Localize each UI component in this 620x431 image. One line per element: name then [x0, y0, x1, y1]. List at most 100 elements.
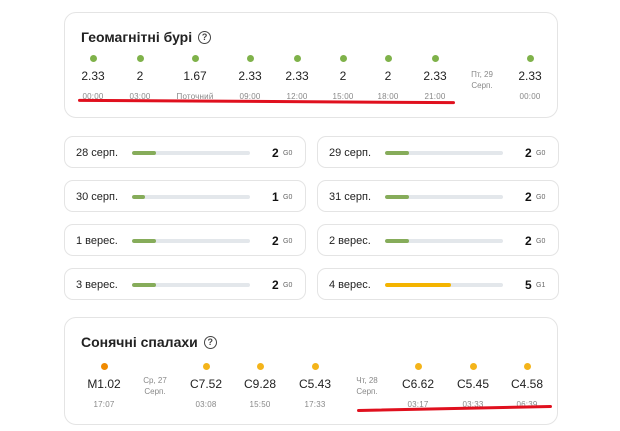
storm-value: 2.33 [423, 69, 447, 83]
storm-time: 09:00 [239, 92, 261, 101]
forecast-date: 31 серп. [329, 191, 372, 203]
storm-dot [431, 55, 439, 62]
forecast-day-card[interactable]: 30 серп. 1 G0 [64, 180, 306, 212]
question-circle-icon[interactable]: ? [198, 30, 212, 44]
storm-dot [526, 55, 534, 62]
storm-time: 12:00 [286, 92, 308, 101]
forecast-day-card[interactable]: 1 верес. 2 G0 [64, 224, 306, 256]
flare-point[interactable]: C4.58 06:39 [497, 363, 557, 409]
flare-value: M1.02 [87, 377, 121, 391]
kp-level-bar [132, 239, 250, 243]
storm-dot [89, 55, 97, 62]
forecast-day-card[interactable]: 3 верес. 2 G0 [64, 268, 306, 300]
flare-timeline: M1.02 17:07 Ср, 27 Серп. C7.52 03:08 C9.… [65, 363, 557, 419]
storm-time: 03:00 [129, 92, 151, 101]
storm-value: 1.67 [183, 69, 207, 83]
storm-point[interactable]: 2 15:00 [313, 55, 373, 101]
kp-value: 2 [272, 278, 279, 292]
kp-level-fill [132, 283, 156, 287]
flare-dot [414, 363, 422, 370]
flare-value: C4.58 [510, 377, 544, 391]
flare-time: 17:07 [93, 400, 115, 409]
forecast-day-card[interactable]: 28 серп. 2 G0 [64, 136, 306, 168]
flare-dot [311, 363, 319, 370]
forecast-date: 1 верес. [76, 235, 118, 247]
solar-flares-title: Сонячні спалахи ? [81, 334, 217, 350]
storm-dot [293, 55, 301, 62]
forecast-day-card[interactable]: 29 серп. 2 G0 [317, 136, 559, 168]
kp-level-bar [132, 151, 250, 155]
storm-point[interactable]: 2.33 09:00 [220, 55, 280, 101]
kp-level-fill [385, 195, 409, 199]
storm-value: 2 [136, 69, 144, 83]
storm-time: 00:00 [519, 92, 541, 101]
flare-point[interactable]: C5.45 03:33 [443, 363, 503, 409]
storm-point[interactable]: 2.33 00:00 [63, 55, 123, 101]
geomagnetic-storms-title: Геомагнітні бурі ? [81, 29, 212, 45]
storm-dot [136, 55, 144, 62]
flare-time: 17:33 [304, 400, 326, 409]
storm-time: 00:00 [82, 92, 104, 101]
storm-time: 21:00 [424, 92, 446, 101]
flare-date-marker: Чт, 28 Серп. [356, 376, 378, 396]
storm-point[interactable]: 2.33 00:00 [500, 55, 560, 101]
storm-value: 2.33 [518, 69, 542, 83]
flare-time: 06:39 [497, 400, 557, 409]
flare-time: 03:17 [407, 400, 429, 409]
kp-level-bar [132, 195, 250, 199]
storm-value: 2.33 [238, 69, 262, 83]
kp-value: 2 [272, 146, 279, 160]
storm-dot [191, 55, 199, 62]
forecast-day-card[interactable]: 4 верес. 5 G1 [317, 268, 559, 300]
forecast-date: 2 верес. [329, 235, 371, 247]
flare-point[interactable]: C6.62 03:17 [388, 363, 448, 409]
flare-dot [523, 363, 531, 370]
g-scale-label: G0 [536, 238, 546, 245]
storm-value: 2 [384, 69, 392, 83]
storm-point[interactable]: 2.33 12:00 [267, 55, 327, 101]
question-circle-icon[interactable]: ? [203, 335, 217, 349]
g-scale-label: G0 [283, 150, 293, 157]
flare-dot [256, 363, 264, 370]
storm-value: 2.33 [285, 69, 309, 83]
storm-dot [246, 55, 254, 62]
kp-value: 2 [525, 146, 532, 160]
flare-value: C5.43 [298, 377, 332, 391]
forecast-date: 4 верес. [329, 279, 371, 291]
storm-value: 2.33 [81, 69, 105, 83]
storm-point-current[interactable]: 1.67 Поточний [165, 55, 225, 101]
g-scale-label: G0 [536, 150, 546, 157]
kp-level-bar [385, 283, 503, 287]
storm-point[interactable]: 2 03:00 [110, 55, 170, 101]
storm-date-marker: Пт, 29 Серп. [471, 70, 493, 90]
flare-value: C6.62 [401, 377, 435, 391]
flare-point[interactable]: C9.28 15:50 [230, 363, 290, 409]
g-scale-label: G0 [283, 238, 293, 245]
flare-point[interactable]: M1.02 17:07 [74, 363, 134, 409]
g-scale-label: G0 [536, 194, 546, 201]
storm-time: 15:00 [332, 92, 354, 101]
flare-time: 03:33 [462, 400, 484, 409]
forecast-day-card[interactable]: 2 верес. 2 G0 [317, 224, 559, 256]
kp-level-fill [385, 283, 451, 287]
kp-level-fill [132, 239, 156, 243]
storm-point[interactable]: 2.33 21:00 [405, 55, 465, 101]
flare-dot [202, 363, 210, 370]
kp-level-bar [385, 239, 503, 243]
storm-point[interactable]: 2 18:00 [358, 55, 418, 101]
flare-point[interactable]: C7.52 03:08 [176, 363, 236, 409]
storm-time: Поточний [176, 92, 214, 101]
flare-time: 15:50 [249, 400, 271, 409]
forecast-day-card[interactable]: 31 серп. 2 G0 [317, 180, 559, 212]
kp-level-fill [132, 195, 145, 199]
g-scale-label: G0 [283, 194, 293, 201]
kp-level-fill [385, 151, 409, 155]
forecast-date: 28 серп. [76, 147, 119, 159]
storm-time: 18:00 [377, 92, 399, 101]
flare-point[interactable]: C5.43 17:33 [285, 363, 345, 409]
forecast-date: 29 серп. [329, 147, 372, 159]
kp-value: 2 [272, 234, 279, 248]
flare-value: C9.28 [243, 377, 277, 391]
flare-value: C5.45 [456, 377, 490, 391]
kp-value: 2 [525, 190, 532, 204]
